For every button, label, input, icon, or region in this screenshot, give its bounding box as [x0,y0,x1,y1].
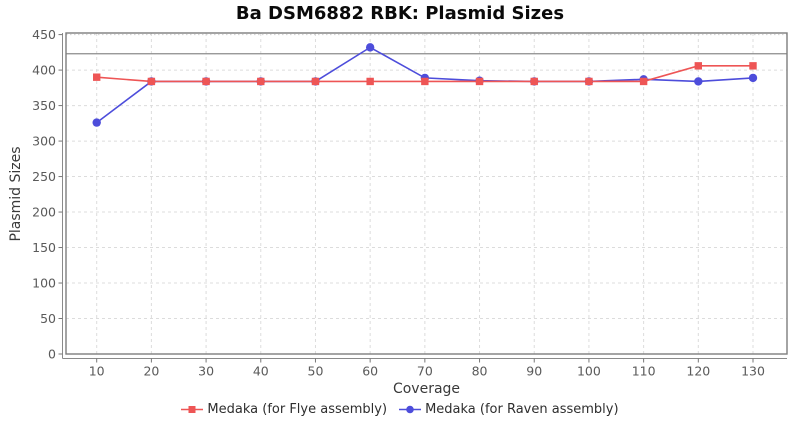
data-point-square [147,77,156,86]
data-point-circle [694,77,703,86]
y-tick-label: 200 [32,205,56,220]
x-tick-label: 100 [577,364,601,379]
y-tick-label: 300 [32,134,56,149]
x-tick-label: 40 [253,364,269,379]
flye-series-marker-icon [181,404,204,415]
data-point-square [311,77,320,86]
data-point-square [475,77,484,86]
legend: Medaka (for Flye assembly) Medaka (for R… [0,402,800,417]
data-point-square [257,77,265,86]
data-point-square [366,77,374,86]
data-point-square [749,62,757,70]
x-axis-label: Coverage [392,381,461,397]
x-tick-label: 50 [308,364,324,379]
data-point-square [93,73,101,81]
x-tick-label: 20 [143,364,159,379]
y-tick-label: 0 [48,347,56,362]
y-tick-label: 50 [40,311,56,326]
data-point-square [694,62,703,70]
data-point-circle [92,118,101,127]
data-point-square [639,77,648,86]
data-point-square [530,77,538,86]
legend-label-raven: Medaka (for Raven assembly) [425,402,619,417]
y-tick-label: 350 [32,98,56,113]
legend-label-flye: Medaka (for Flye assembly) [207,402,388,417]
y-tick-label: 150 [32,240,56,255]
x-tick-label: 60 [362,364,378,379]
data-point-circle [748,73,758,83]
legend-item-flye: Medaka (for Flye assembly) [181,402,387,417]
plot-frame [65,32,788,355]
chart-title: Ba DSM6882 RBK: Plasmid Sizes [235,3,565,24]
x-tick-label: 80 [472,364,488,379]
x-tick-label: 110 [632,364,656,379]
y-axis-label: Plasmid Sizes [8,146,24,242]
y-tick-label: 100 [32,276,56,291]
data-point-square [202,77,210,86]
x-tick-label: 130 [741,364,765,379]
x-tick-label: 10 [89,364,105,379]
y-tick-label: 400 [32,63,56,78]
x-tick-label: 70 [417,364,433,379]
legend-item-raven: Medaka (for Raven assembly) [399,402,619,417]
raven-series-marker-icon [399,404,422,415]
data-point-circle [365,43,375,52]
x-tick-label: 90 [526,364,542,379]
x-tick-label: 30 [198,364,214,379]
data-point-square [585,77,593,86]
y-tick-label: 250 [32,169,56,184]
data-point-square [421,77,429,86]
y-tick-label: 450 [32,27,56,42]
x-tick-label: 120 [686,364,710,379]
